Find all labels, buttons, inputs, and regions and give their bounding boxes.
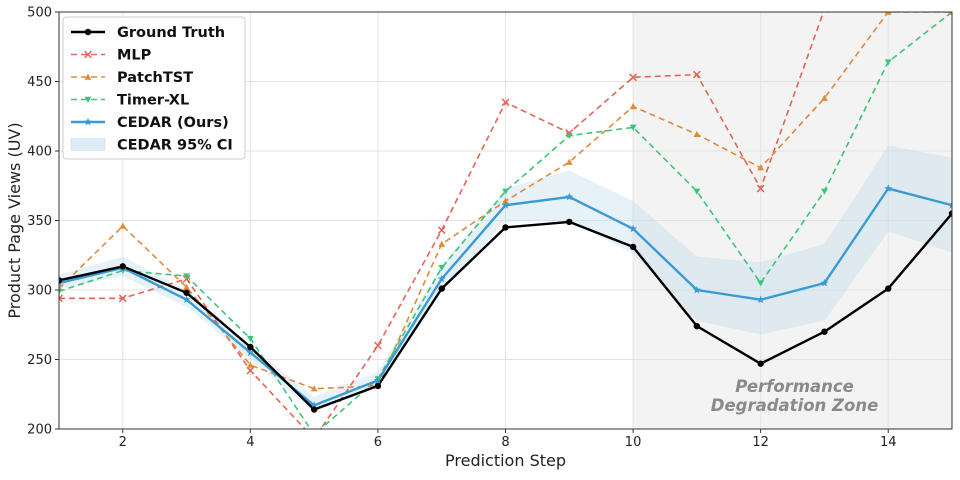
x-tick-label: 4 [246,435,254,450]
x-tick-label: 2 [119,435,127,450]
data-point [182,295,191,304]
data-point [502,197,509,204]
data-point [884,12,892,15]
data-point [310,406,318,413]
legend-marker [84,50,92,59]
y-axis-label: Product Page Views (UV) [5,122,24,318]
data-point [756,295,765,304]
data-point [821,94,828,101]
data-point [438,265,446,272]
data-point [437,226,446,235]
data-point [692,70,701,79]
y-tick-label: 500 [27,6,52,21]
data-point [629,73,638,82]
zone-label-line2: Degradation Zone [711,396,879,415]
data-point [566,218,573,226]
data-point [119,263,126,270]
x-tick-label: 12 [752,435,769,450]
data-point [693,130,701,138]
data-point [821,328,828,335]
data-point [501,98,510,107]
data-point [373,341,382,350]
data-point [629,124,637,131]
data-point [311,432,318,438]
legend-label: Ground Truth [117,25,225,41]
data-point [374,382,382,390]
data-point [693,322,701,330]
data-point [502,188,509,195]
data-point [311,435,318,442]
data-point [948,201,952,209]
legend-marker [84,96,92,103]
data-point [183,273,190,280]
data-point [501,201,510,209]
series-line [59,12,952,429]
data-point [565,158,573,165]
data-point [183,289,190,296]
x-tick-label: 8 [501,435,509,450]
data-point [247,343,254,351]
data-point [884,184,893,192]
legend-box [62,16,246,160]
legend-label: MLP [117,48,152,64]
data-point [59,277,63,284]
legend-marker [84,117,92,126]
data-point [629,243,637,251]
data-point [692,285,701,294]
y-tick-label: 250 [27,353,52,368]
legend-marker [84,73,92,80]
x-tick-label: 14 [880,435,897,450]
legend-label: CEDAR (Ours) [117,115,229,131]
x-tick-label: 6 [374,435,382,450]
data-point [565,192,574,201]
y-tick-label: 300 [27,284,52,299]
data-point [565,132,573,140]
x-axis-label: Prediction Step [445,451,566,470]
data-point [59,288,63,295]
legend-label: PatchTST [117,70,193,86]
data-point [821,188,828,195]
y-tick-label: 200 [27,423,52,438]
data-point [757,164,765,171]
data-point [438,285,445,292]
data-point [183,283,190,290]
data-point [59,294,63,303]
data-point [756,184,765,193]
data-point [118,294,127,303]
data-point [502,224,509,231]
legend-marker [84,28,92,36]
data-point [820,278,829,287]
data-point [246,366,255,375]
data-point [246,335,254,343]
data-point [119,222,127,229]
data-point [757,360,764,367]
data-point [246,348,255,356]
data-point [310,401,319,409]
legend-band-swatch [70,138,106,151]
zone-label-line1: Performance [735,377,854,396]
x-tick-label: 10 [625,435,642,450]
data-point [438,240,446,247]
legend-label: Timer-XL [117,93,189,109]
data-point [693,188,701,195]
data-point [629,224,638,233]
legend-label: CEDAR 95% CI [117,138,233,154]
data-point [885,285,892,292]
data-point [565,128,574,137]
data-point [948,210,952,217]
data-point [437,274,446,283]
data-point [246,361,254,368]
data-point [757,280,765,287]
data-point [884,59,892,66]
data-point [373,376,382,384]
data-point [629,103,637,110]
data-point [310,385,318,392]
y-tick-label: 350 [27,214,52,229]
y-tick-label: 450 [27,75,52,90]
y-tick-label: 400 [27,145,52,160]
